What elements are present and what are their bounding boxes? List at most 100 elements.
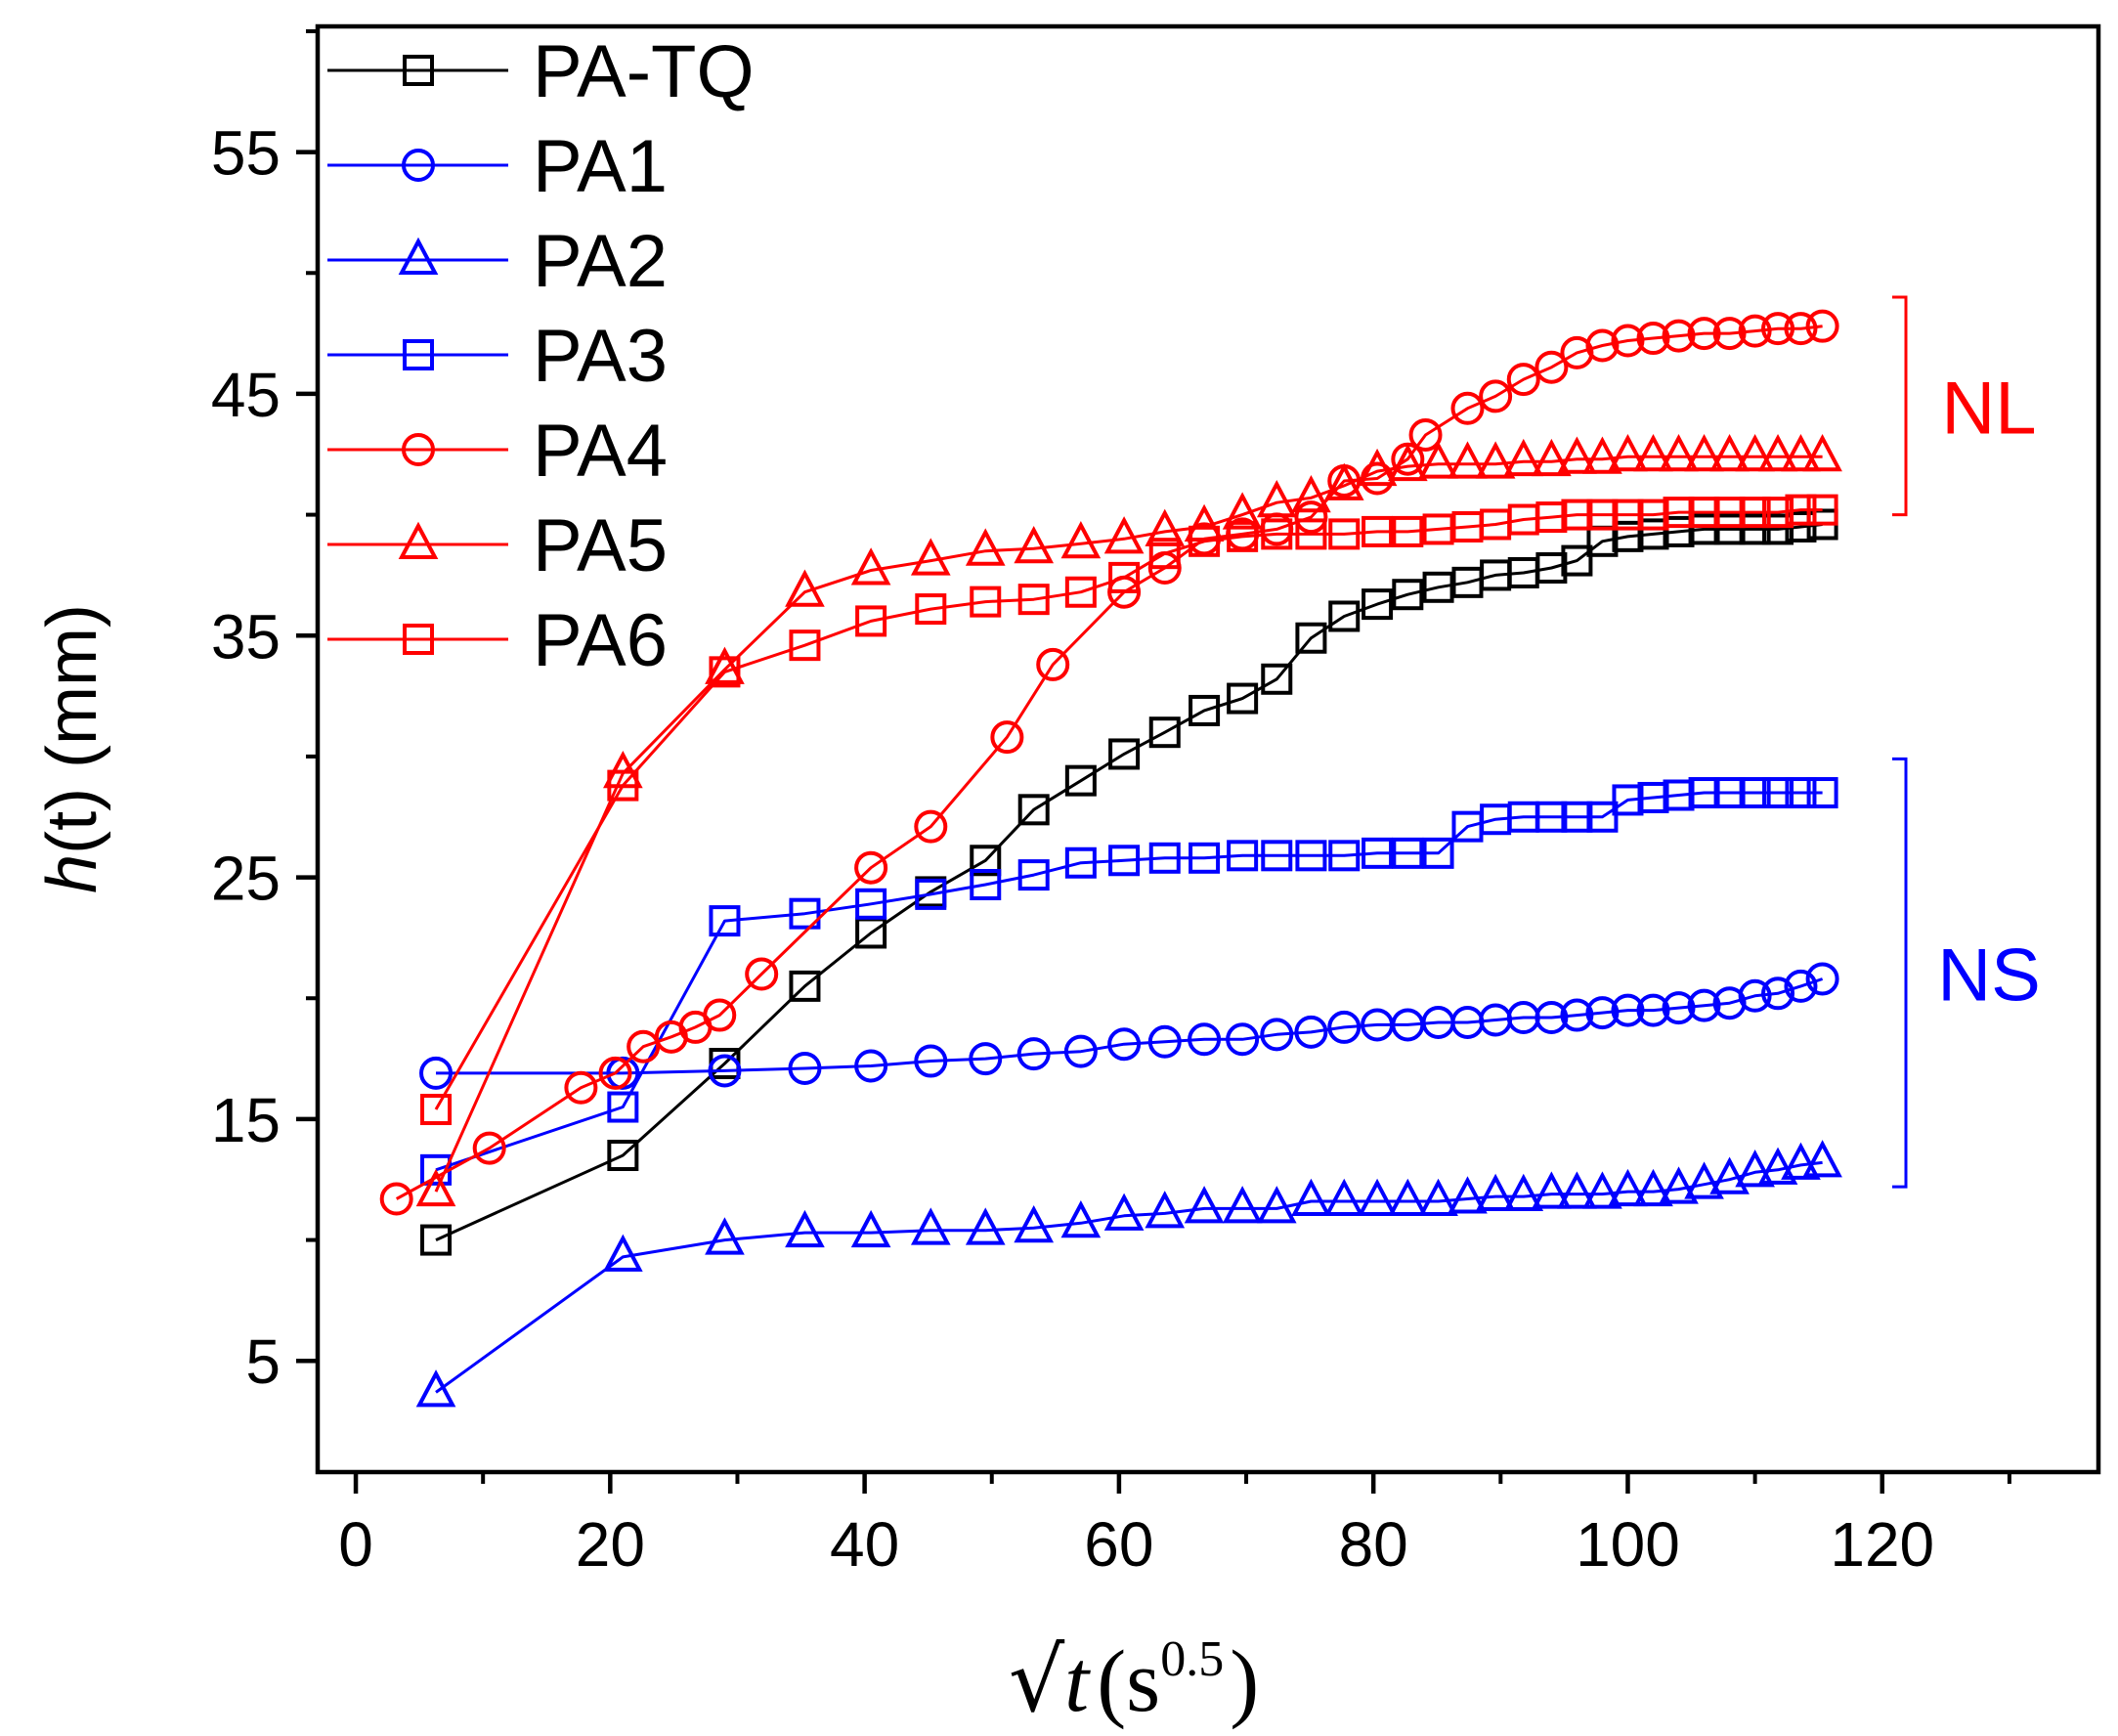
data-point-pa3 xyxy=(970,869,1002,901)
data-point-pa1 xyxy=(1107,1027,1142,1062)
data-point-pa1 xyxy=(969,1042,1003,1076)
data-point-pa1 xyxy=(1260,1018,1294,1052)
data-point-pa2 xyxy=(1633,1168,1673,1207)
data-point-pa6 xyxy=(607,769,639,802)
data-point-pa-tq xyxy=(1561,544,1593,577)
data-point-pa-tq xyxy=(970,845,1002,877)
data-point-pa5 xyxy=(1418,441,1458,479)
data-point-pa2 xyxy=(1448,1176,1488,1214)
data-point-pa6 xyxy=(915,593,947,626)
data-point-pa2 xyxy=(415,1369,456,1408)
data-point-pa6 xyxy=(1189,525,1221,557)
data-point-pa2 xyxy=(1684,1161,1724,1199)
data-point-pa4 xyxy=(1662,319,1696,353)
data-point-pa2 xyxy=(1060,1199,1102,1238)
data-point-pa2 xyxy=(850,1209,891,1248)
annotation-bracket-ns xyxy=(1892,757,1908,1189)
data-point-pa-tq xyxy=(789,970,821,1002)
data-point-pa6 xyxy=(1392,515,1424,547)
data-point-pa3 xyxy=(915,878,947,910)
legend-marker xyxy=(403,624,434,655)
data-point-pa4 xyxy=(1611,324,1645,358)
data-point-pa3 xyxy=(1362,837,1394,869)
x-axis-unit-close: ) xyxy=(1230,1633,1259,1730)
data-point-pa5 xyxy=(1781,433,1821,472)
y-tick-label: 15 xyxy=(211,1085,281,1155)
data-point-pa-tq xyxy=(1762,513,1794,545)
data-point-pa-tq xyxy=(1328,600,1361,632)
legend-item-pa3: PA3 xyxy=(327,315,668,398)
data-point-pa2 xyxy=(910,1207,951,1245)
data-point-pa2 xyxy=(1608,1168,1648,1207)
x-tick-label: 20 xyxy=(576,1509,645,1580)
data-point-pa4 xyxy=(1036,647,1070,681)
data-point-pa1 xyxy=(1534,1001,1569,1035)
data-point-pa5 xyxy=(1145,508,1186,546)
data-point-pa2 xyxy=(1557,1171,1597,1209)
data-point-pa2 xyxy=(1291,1178,1331,1216)
legend-marker xyxy=(403,339,434,370)
data-point-pa1 xyxy=(1147,1024,1182,1059)
x-tick-label: 100 xyxy=(1576,1509,1680,1580)
data-point-pa3 xyxy=(789,897,821,930)
data-point-pa6 xyxy=(709,656,741,688)
y-tick-label: 25 xyxy=(211,844,281,914)
data-point-pa3 xyxy=(1189,842,1221,874)
data-point-pa3 xyxy=(855,888,887,920)
data-point-pa6 xyxy=(1762,497,1794,529)
data-point-pa5 xyxy=(415,1168,456,1207)
data-point-pa1 xyxy=(1226,1022,1260,1057)
data-point-pa5 xyxy=(1256,479,1297,518)
data-point-pa-tq xyxy=(1064,764,1097,797)
x-axis-title: √t(s0.5) xyxy=(1009,1629,1259,1732)
data-point-pa4 xyxy=(1585,328,1620,363)
data-point-pa6 xyxy=(855,605,887,637)
y-tick-label: 5 xyxy=(245,1326,281,1397)
annotation-nl: NL xyxy=(1892,295,2037,517)
data-point-pa2 xyxy=(1323,1178,1364,1216)
legend-item-pa1: PA1 xyxy=(327,125,668,208)
data-point-pa6 xyxy=(1739,497,1771,529)
data-point-pa5 xyxy=(910,538,951,576)
data-point-pa2 xyxy=(1014,1204,1055,1243)
data-point-pa4 xyxy=(1687,317,1721,351)
annotation-bracket-nl xyxy=(1892,295,1908,517)
data-point-pa-tq xyxy=(1392,579,1424,611)
data-point-pa3 xyxy=(1739,777,1771,809)
data-point-pa1 xyxy=(1636,993,1670,1027)
data-point-pa-tq xyxy=(1261,663,1293,695)
data-point-pa1 xyxy=(1063,1034,1098,1068)
data-point-pa1 xyxy=(1738,978,1772,1013)
data-point-pa5 xyxy=(1387,443,1428,482)
data-point-pa4 xyxy=(854,850,888,885)
data-point-pa5 xyxy=(1608,433,1648,472)
data-point-pa4 xyxy=(914,809,948,844)
x-tick-label: 120 xyxy=(1830,1509,1934,1580)
legend-label: PA2 xyxy=(533,220,668,303)
data-point-pa5 xyxy=(965,528,1006,566)
data-point-pa1 xyxy=(1188,1022,1222,1057)
data-point-pa2 xyxy=(705,1217,745,1255)
x-tick-label: 60 xyxy=(1084,1509,1153,1580)
data-point-pa2 xyxy=(1184,1186,1225,1224)
data-point-pa4 xyxy=(1506,363,1540,397)
data-point-pa5 xyxy=(1684,433,1724,472)
data-point-pa2 xyxy=(1532,1171,1572,1209)
data-point-pa5 xyxy=(1323,462,1364,500)
data-point-pa5 xyxy=(1103,516,1145,554)
data-point-pa1 xyxy=(788,1051,822,1085)
data-point-pa5 xyxy=(1291,475,1331,513)
data-point-pa6 xyxy=(420,1094,453,1126)
data-point-pa2 xyxy=(1222,1186,1263,1224)
x-axis-variable: t xyxy=(1064,1633,1091,1730)
data-point-pa4 xyxy=(1805,309,1839,343)
data-point-pa4 xyxy=(564,1070,598,1105)
data-point-pa-tq xyxy=(1108,738,1141,770)
data-point-pa4 xyxy=(598,1056,632,1090)
data-point-pa-tq xyxy=(607,1140,639,1172)
data-point-pa3 xyxy=(1148,842,1181,874)
data-point-pa2 xyxy=(1475,1173,1516,1212)
data-point-pa3 xyxy=(1328,840,1361,872)
data-point-pa3 xyxy=(1762,777,1794,809)
